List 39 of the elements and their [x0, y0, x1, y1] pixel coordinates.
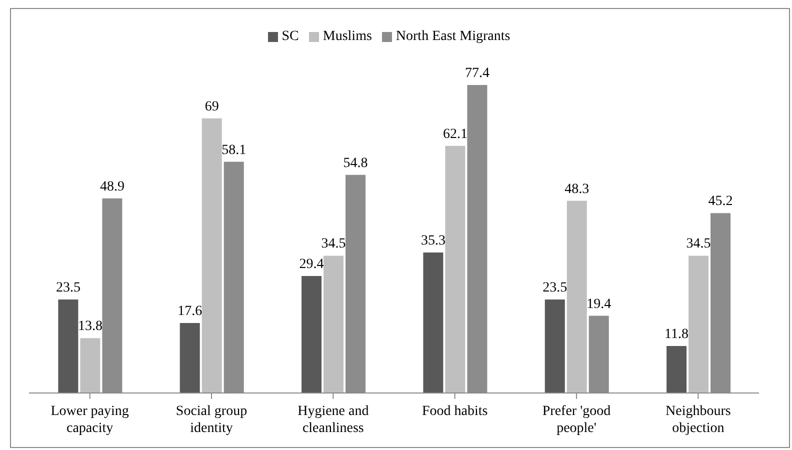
- data-label: 23.5: [56, 280, 80, 296]
- data-label: 48.9: [100, 179, 124, 194]
- data-label: 69: [204, 99, 219, 114]
- bar: [423, 252, 444, 393]
- data-label: 13.8: [78, 319, 102, 334]
- data-label: 54.8: [343, 156, 368, 171]
- data-label: 34.5: [321, 236, 346, 252]
- bar: [445, 146, 466, 393]
- legend-label: Muslims: [322, 29, 372, 44]
- x-tick-label: Social group identity: [176, 404, 248, 436]
- x-tick-label: Neighbours objection: [666, 404, 731, 436]
- x-tick-label: Food habits: [422, 404, 488, 419]
- data-label: 45.2: [708, 194, 733, 210]
- x-tick-label: Hygiene and cleanliness: [298, 404, 369, 436]
- bar: [666, 346, 687, 393]
- bar: [324, 256, 344, 393]
- bar: [180, 322, 200, 393]
- x-tick-label: Lower paying capacity: [50, 404, 129, 436]
- data-label: 62.1: [442, 126, 468, 142]
- bar: [302, 276, 322, 393]
- legend-label: North East Migrants: [396, 29, 510, 44]
- bar: [58, 299, 78, 393]
- data-label: 34.5: [686, 236, 711, 252]
- bar: [566, 200, 587, 393]
- data-label: 48.3: [564, 182, 590, 197]
- data-label: 35.3: [420, 234, 446, 249]
- data-label: 58.1: [222, 142, 246, 158]
- x-tick-label: Prefer 'good people': [542, 404, 611, 436]
- data-label: 19.4: [586, 296, 612, 312]
- data-label: 77.4: [464, 66, 490, 81]
- bar: [202, 118, 222, 393]
- bar: [688, 256, 709, 393]
- legend-label: SC: [282, 29, 299, 44]
- data-label: 23.5: [542, 280, 568, 296]
- data-label: 29.4: [299, 257, 324, 272]
- data-label: 17.6: [178, 304, 202, 319]
- bar: [544, 299, 565, 393]
- data-label: 11.8: [664, 327, 689, 342]
- bar: [80, 338, 100, 393]
